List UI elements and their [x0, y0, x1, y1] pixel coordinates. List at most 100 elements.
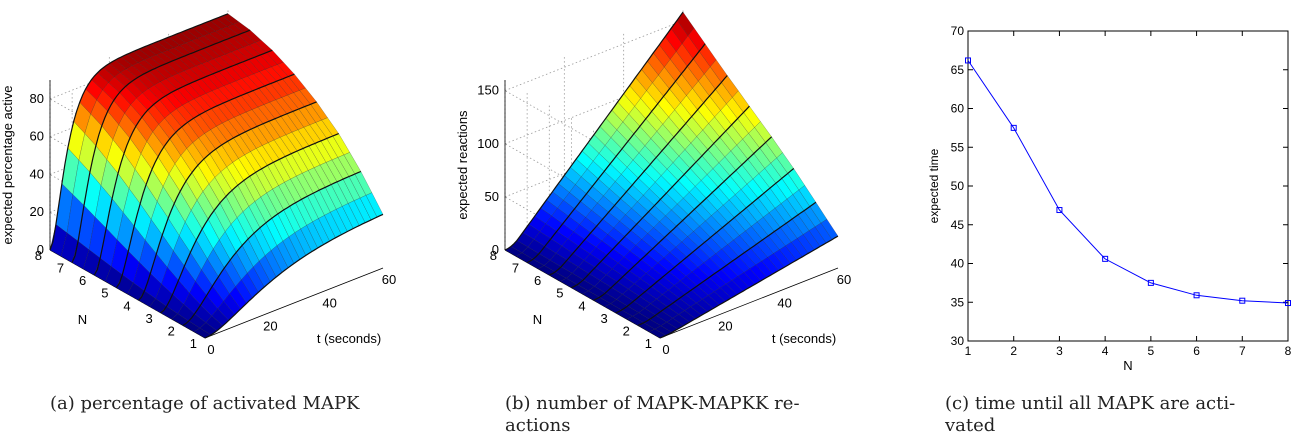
z-tick-label: 100: [477, 136, 499, 151]
x-tick-label: 4: [1102, 344, 1109, 358]
y-tick-label: 7: [512, 261, 519, 276]
y-tick-label: 60: [951, 102, 965, 116]
z-tick-label: 20: [30, 204, 44, 219]
y-tick-label: 8: [35, 248, 42, 263]
z-tick-label: 0: [492, 242, 499, 257]
x-axis-label: t (seconds): [317, 331, 381, 346]
mesh-line-n: [204, 213, 384, 339]
data-point: [1056, 207, 1063, 214]
x-tick-label: 6: [1193, 344, 1200, 358]
mesh-line-n: [615, 168, 795, 314]
y-tick-label: 2: [623, 323, 630, 338]
x-tick-label: 40: [777, 295, 791, 310]
y-tick-label: 70: [951, 24, 965, 38]
mesh-line-n: [49, 13, 229, 251]
y-tick-label: 30: [951, 334, 965, 348]
caption-c-line-1: (c) time until all MAPK are acti-: [945, 393, 1236, 414]
z-axis-label: expected percentage active: [0, 86, 15, 245]
caption-b-line-2: actions: [505, 415, 571, 436]
y-tick-label: 35: [951, 295, 965, 309]
data-point: [1102, 255, 1109, 262]
z-axis-label: expected reactions: [455, 110, 470, 220]
x-tick-label: 60: [837, 272, 851, 287]
y-axis-label: N: [78, 312, 87, 327]
y-tick-label: 65: [951, 63, 965, 77]
mesh-line-n: [593, 136, 773, 301]
t-axis-line: [204, 267, 384, 339]
y-tick-label: 5: [556, 286, 563, 301]
caption-c-line-2: vated: [945, 415, 996, 436]
y-tick-label: 50: [951, 179, 965, 193]
y-tick-label: 5: [101, 286, 108, 301]
x-tick-labels: 0 20 40 60: [662, 272, 851, 357]
z-tick-label: 80: [30, 91, 44, 106]
x-axis-label: t (seconds): [772, 331, 836, 346]
x-tick-label: 8: [1285, 344, 1292, 358]
mesh-line-n: [571, 105, 750, 289]
x-tick-label: 20: [718, 319, 732, 334]
y-tick-label: 6: [534, 273, 541, 288]
mesh-line-n: [637, 201, 817, 326]
x-tick-label: 3: [1056, 344, 1063, 358]
x-axis-label: N: [1123, 358, 1132, 373]
x-tick-label: 20: [263, 319, 277, 334]
plot-area: [967, 30, 1289, 342]
y-tick-label: 45: [951, 218, 965, 232]
x-tick-label: 40: [322, 295, 336, 310]
mesh-line-n: [504, 11, 684, 251]
z-tick-labels: 0 50 100 150: [477, 83, 499, 257]
z-tick-label: 150: [477, 83, 499, 98]
x-tick-label: 5: [1148, 344, 1155, 358]
data-point: [1239, 297, 1246, 304]
mesh-line-n: [182, 170, 362, 326]
y-axis-label: expected time: [927, 148, 941, 223]
data-point: [1010, 124, 1017, 131]
y-tick-label: 8: [490, 248, 497, 263]
mesh-line-n: [71, 29, 251, 263]
caption-c: (c) time until all MAPK are acti- vated: [945, 393, 1280, 437]
y-tick-label: 3: [145, 311, 152, 326]
y-tick-label: 7: [57, 261, 64, 276]
data-point: [1193, 292, 1200, 299]
caption-a: (a) percentage of activated MAPK: [50, 393, 380, 415]
z-tick-label: 50: [485, 189, 499, 204]
y-tick-label: 2: [168, 323, 175, 338]
caption-b-line-1: (b) number of MAPK-MAPKK re-: [505, 393, 800, 414]
line-panel-c: 1 2 3 4 5 6 7 8 30 35 40 45 50 55 60 65 70 expected time…: [905, 0, 1300, 441]
y-tick-label: 3: [600, 311, 607, 326]
mesh-line-n: [659, 235, 839, 339]
t-axis-line: [659, 267, 839, 339]
mesh-line-n: [160, 133, 339, 314]
y-tick-label: 4: [578, 298, 585, 313]
mesh-line-n: [93, 49, 273, 276]
x-tick-label: 1: [965, 344, 972, 358]
z-tick-label: 0: [37, 242, 44, 257]
data-point: [965, 57, 971, 64]
x-tick-label: 2: [1010, 344, 1017, 358]
y-axis-label: N: [533, 312, 542, 327]
x-tick-label: 0: [662, 342, 669, 357]
data-point: [1147, 279, 1154, 286]
z-tick-label: 40: [30, 166, 44, 181]
grid-line: [504, 90, 661, 179]
x-tick-label: 60: [382, 272, 396, 287]
y-tick-label: 6: [79, 273, 86, 288]
x-tick-labels: 0 20 40 60: [207, 272, 396, 357]
mesh-line-n: [115, 73, 295, 289]
surface-mesh: [504, 11, 839, 339]
mesh-line-n: [526, 43, 706, 264]
z-tick-labels: 0 20 40 60 80: [30, 91, 44, 257]
z-tick-label: 60: [30, 129, 44, 144]
surface-mesh: [49, 13, 384, 339]
y-tick-label: 4: [123, 298, 130, 313]
series-expected-time: [965, 57, 1291, 307]
x-tick-label: 0: [207, 342, 214, 357]
